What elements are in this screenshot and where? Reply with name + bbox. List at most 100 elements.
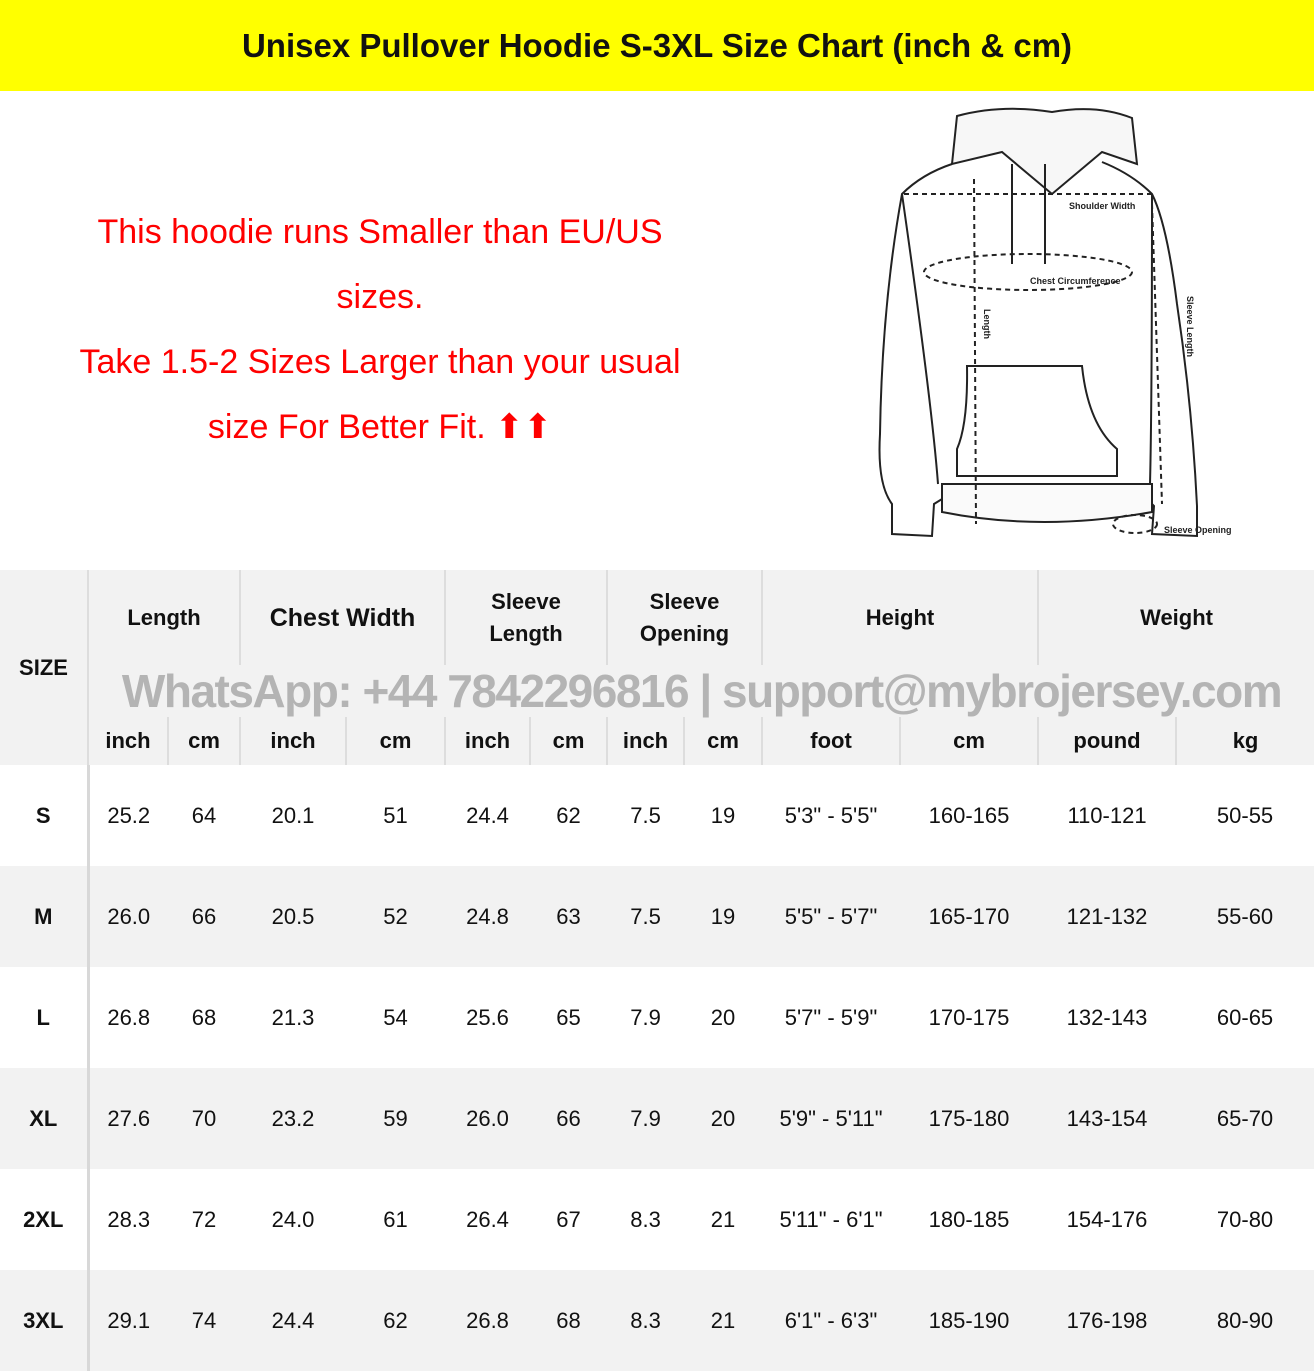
table-cell: 64 <box>191 802 217 828</box>
table-cell: 20 <box>710 1105 736 1131</box>
table-cell: 21.3 <box>271 1004 315 1030</box>
table-cell: 8.3 <box>630 1307 661 1333</box>
unit-header: cm <box>683 717 763 765</box>
size-table: SIZE Length Chest Width Sleeve Length Sleeve… <box>0 570 1314 1371</box>
table-cell: 80-90 <box>1216 1307 1274 1333</box>
table-cell: 66 <box>556 1105 581 1131</box>
table-cell: 68 <box>556 1307 581 1333</box>
table-cell: 26.8 <box>466 1307 509 1333</box>
column-group-header: Sleeve Length <box>444 570 608 665</box>
table-cell: 59 <box>383 1105 408 1131</box>
table-cell: 132-143 <box>1066 1004 1148 1030</box>
table-cell: 27.6 <box>107 1105 151 1131</box>
table-cell: 74 <box>191 1307 217 1333</box>
table-cell: 121-132 <box>1066 903 1148 929</box>
length-label: Length <box>982 309 992 339</box>
watermark: WhatsApp: +44 7842296816 | support@mybro… <box>121 665 1283 717</box>
unit-header: inch <box>444 717 531 765</box>
table-cell: 50-55 <box>1216 802 1274 828</box>
table-cell: 66 <box>191 903 217 929</box>
table-cell: 26.8 <box>107 1004 151 1030</box>
size-cell: S <box>0 765 90 866</box>
table-cell: 24.4 <box>271 1307 315 1333</box>
table-cell: 5'3" - 5'5" <box>784 802 878 828</box>
notice-line: This hoodie runs Smaller than EU/US <box>97 213 663 251</box>
table-cell: 185-190 <box>928 1307 1010 1333</box>
table-cell: 26.0 <box>466 1105 509 1131</box>
size-header: SIZE <box>0 570 89 765</box>
table-cell: 26.0 <box>107 903 151 929</box>
table-cell: 60-65 <box>1216 1004 1274 1030</box>
table-cell: 70-80 <box>1216 1206 1274 1232</box>
table-cell: 54 <box>383 1004 408 1030</box>
table-cell: 62 <box>383 1307 408 1333</box>
table-cell: 24.0 <box>271 1206 315 1232</box>
table-cell: 19 <box>710 802 736 828</box>
table-cell: 63 <box>556 903 581 929</box>
unit-header: inch <box>87 717 168 765</box>
unit-header: inch <box>239 717 347 765</box>
shoulder-width-label: Shoulder Width <box>1069 201 1135 211</box>
page-title: Unisex Pullover Hoodie S-3XL Size Chart … <box>0 0 1314 91</box>
table-cell: 52 <box>383 903 408 929</box>
table-cell: 7.9 <box>630 1004 661 1030</box>
table-cell: 65 <box>556 1004 581 1030</box>
table-cell: 61 <box>383 1206 408 1232</box>
table-cell: 29.1 <box>107 1307 151 1333</box>
sleeve-opening-label: Sleeve Opening <box>1164 525 1232 535</box>
table-cell: 19 <box>710 903 736 929</box>
size-cell: L <box>0 967 90 1068</box>
table-cell: 65-70 <box>1216 1105 1274 1131</box>
chest-label: Chest Circumference <box>1030 276 1121 286</box>
table-cell: 72 <box>191 1206 217 1232</box>
table-cell: 20.5 <box>271 903 315 929</box>
column-group-header: Height <box>761 570 1039 665</box>
table-cell: 28.3 <box>107 1206 151 1232</box>
table-cell: 5'9" - 5'11" <box>779 1105 883 1131</box>
size-cell: 3XL <box>0 1270 90 1371</box>
column-group-header: Chest Width <box>239 570 446 665</box>
column-group-header: Weight <box>1037 570 1314 665</box>
size-cell: 2XL <box>0 1169 90 1270</box>
table-cell: 23.2 <box>271 1105 315 1131</box>
hoodie-diagram: Shoulder Width Chest Circumference Lengt… <box>878 107 1232 538</box>
table-row: M 26.0 66 20.5 52 24.8 63 7.5 19 5'5" - 5'7" 165-1… <box>0 866 1314 967</box>
table-cell: 51 <box>383 802 408 828</box>
unit-header: foot <box>761 717 901 765</box>
unit-header: inch <box>606 717 685 765</box>
notice-line: sizes. <box>336 278 424 316</box>
table-cell: 7.5 <box>630 802 661 828</box>
table-cell: 110-121 <box>1067 802 1147 828</box>
size-cell: M <box>0 866 90 967</box>
table-cell: 20.1 <box>271 802 315 828</box>
table-cell: 67 <box>556 1206 581 1232</box>
table-cell: 154-176 <box>1066 1206 1148 1232</box>
unit-header: cm <box>166 717 241 765</box>
table-cell: 24.4 <box>466 802 509 828</box>
table-cell: 20 <box>710 1004 736 1030</box>
table-cell: 55-60 <box>1216 903 1274 929</box>
table-cell: 68 <box>191 1004 217 1030</box>
table-cell: 62 <box>556 802 581 828</box>
unit-header: cm <box>345 717 446 765</box>
table-cell: 70 <box>191 1105 217 1131</box>
table-cell: 6'1" - 6'3" <box>784 1307 878 1333</box>
sleeve-length-label: Sleeve Length <box>1185 296 1195 357</box>
table-cell: 25.6 <box>466 1004 509 1030</box>
column-group-header: Sleeve Opening <box>606 570 763 665</box>
table-cell: 5'7" - 5'9" <box>784 1004 878 1030</box>
table-cell: 21 <box>710 1206 736 1232</box>
table-cell: 7.5 <box>630 903 661 929</box>
notice-line: size For Better Fit. ⬆⬆ <box>207 408 553 446</box>
table-cell: 170-175 <box>928 1004 1010 1030</box>
table-cell: 5'11" - 6'1" <box>779 1206 883 1232</box>
table-row: XL 27.6 70 23.2 59 26.0 66 7.9 20 5'9" - 5'11" 175… <box>0 1068 1314 1169</box>
unit-header: cm <box>899 717 1039 765</box>
table-row: S 25.2 64 20.1 51 24.4 62 7.5 19 5'3" - 5'5" 160-1… <box>0 765 1314 866</box>
table-row: L 26.8 68 21.3 54 25.6 65 7.9 20 5'7" - 5'9" 170-1… <box>0 967 1314 1068</box>
table-row: 3XL 29.1 74 24.4 62 26.8 68 8.3 21 6'1" - 6'3" 185… <box>0 1270 1314 1371</box>
table-cell: 26.4 <box>466 1206 509 1232</box>
table-cell: 176-198 <box>1066 1307 1148 1333</box>
unit-header: pound <box>1037 717 1177 765</box>
fit-notice: This hoodie runs Smaller than EU/US size… <box>0 200 760 460</box>
